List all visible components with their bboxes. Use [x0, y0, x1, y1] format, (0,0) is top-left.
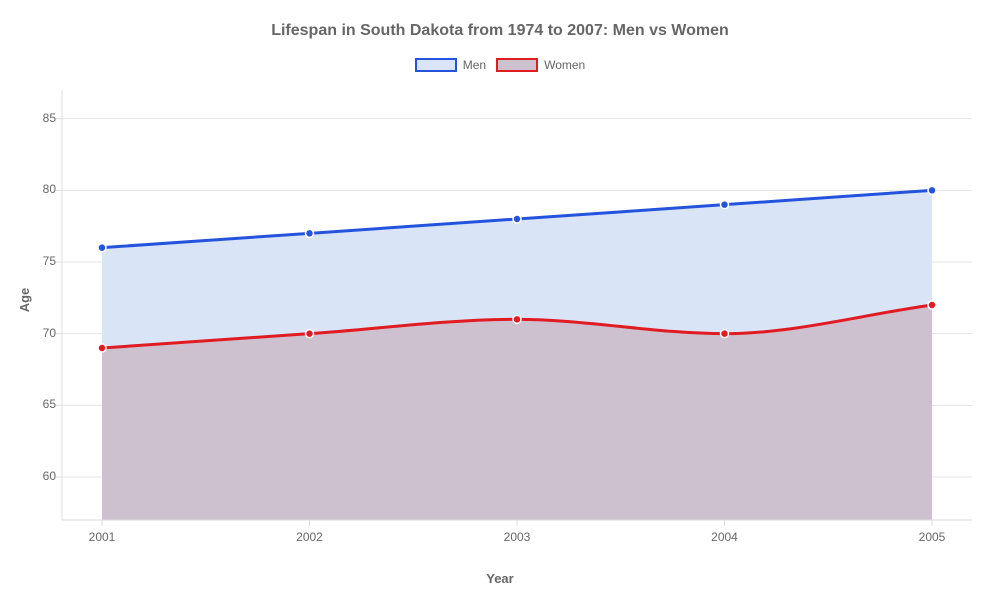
x-axis-title: Year [0, 571, 1000, 586]
y-tick-label: 70 [32, 326, 56, 340]
y-tick-label: 85 [32, 111, 56, 125]
legend-item-women[interactable]: Women [496, 58, 585, 72]
x-tick-label: 2001 [82, 530, 122, 544]
marker-women[interactable] [721, 330, 729, 338]
legend-swatch-men [415, 58, 457, 72]
y-tick-label: 80 [32, 182, 56, 196]
chart-title: Lifespan in South Dakota from 1974 to 20… [0, 22, 1000, 40]
y-axis-title: Age [17, 288, 32, 313]
y-tick-label: 75 [32, 254, 56, 268]
marker-men[interactable] [721, 201, 729, 209]
marker-women[interactable] [928, 301, 936, 309]
y-tick-label: 65 [32, 397, 56, 411]
legend-swatch-women [496, 58, 538, 72]
plot-area: 60657075808520012002200320042005 [62, 90, 972, 520]
legend-label-men: Men [463, 58, 486, 72]
marker-women[interactable] [513, 315, 521, 323]
marker-women[interactable] [306, 330, 314, 338]
marker-men[interactable] [513, 215, 521, 223]
marker-men[interactable] [306, 229, 314, 237]
legend-item-men[interactable]: Men [415, 58, 486, 72]
marker-women[interactable] [98, 344, 106, 352]
legend-label-women: Women [544, 58, 585, 72]
marker-men[interactable] [98, 244, 106, 252]
x-tick-label: 2004 [705, 530, 745, 544]
y-tick-label: 60 [32, 469, 56, 483]
legend: Men Women [0, 58, 1000, 72]
x-tick-label: 2005 [912, 530, 952, 544]
x-tick-label: 2003 [497, 530, 537, 544]
chart-container: Lifespan in South Dakota from 1974 to 20… [0, 0, 1000, 600]
x-tick-label: 2002 [290, 530, 330, 544]
marker-men[interactable] [928, 186, 936, 194]
